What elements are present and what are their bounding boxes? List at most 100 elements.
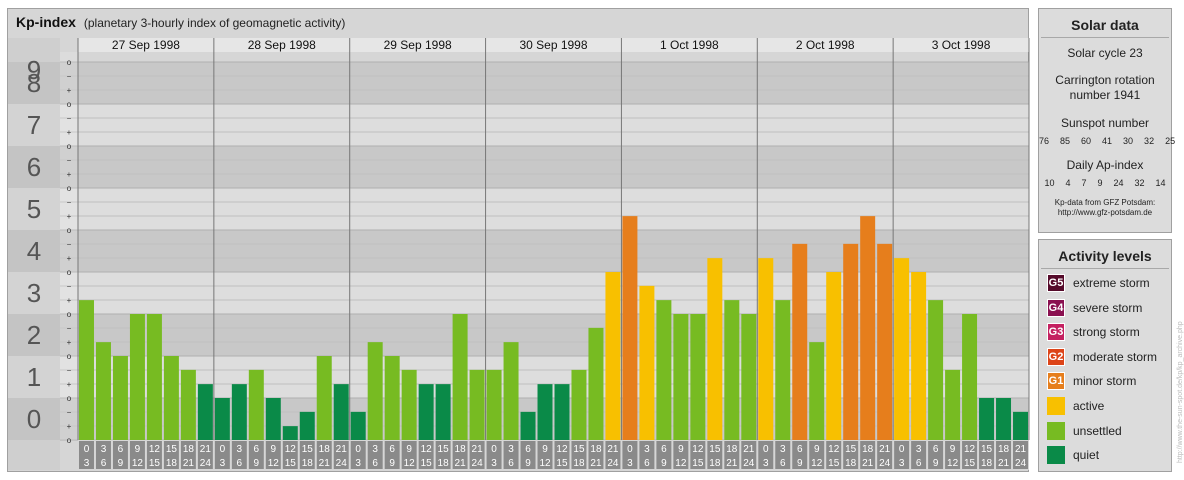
interval-start-label: 9: [271, 444, 277, 455]
interval-start-label: 12: [556, 444, 568, 455]
legend-item: G2 moderate storm: [1047, 347, 1157, 366]
y-tick-label: 6: [27, 152, 41, 182]
interval-end-label: 3: [627, 458, 633, 469]
interval-cell: [894, 441, 910, 469]
interval-end-label: 21: [726, 458, 738, 469]
kp-bar: [758, 258, 774, 440]
interval-cell: [724, 441, 740, 469]
legend-swatch: G4: [1047, 298, 1065, 317]
kp-bar: [452, 314, 468, 440]
kp-bar: [486, 369, 502, 440]
kp-bar: [656, 300, 672, 440]
interval-cell: [248, 441, 264, 469]
interval-start-label: 15: [709, 444, 721, 455]
y-tick-label: 5: [27, 194, 41, 224]
interval-end-label: 6: [101, 458, 107, 469]
legend-label: active: [1073, 399, 1105, 413]
legend-label: quiet: [1073, 448, 1100, 463]
interval-cell: [928, 441, 944, 469]
interval-cell: [503, 441, 519, 469]
interval-cell: [673, 441, 689, 469]
y-minor-label: +: [67, 128, 72, 137]
legend-item: G1 minor storm: [1047, 372, 1136, 391]
legend-label: strong storm: [1073, 325, 1140, 340]
interval-start-label: 6: [797, 444, 803, 455]
kp-bar: [690, 314, 706, 440]
interval-start-label: 21: [879, 444, 891, 455]
legend-label: unsettled: [1073, 423, 1122, 438]
interval-cell: [979, 441, 995, 469]
kp-bar: [537, 384, 553, 440]
y-minor-label: o: [67, 184, 72, 193]
interval-end-label: 21: [455, 458, 467, 469]
kp-bar: [282, 426, 298, 440]
interval-start-label: 15: [438, 444, 450, 455]
kp-bar: [197, 384, 213, 440]
interval-end-label: 9: [525, 458, 531, 469]
y-minor-label: o: [67, 436, 72, 445]
interval-cell: [741, 441, 757, 469]
interval-start-label: 18: [862, 444, 874, 455]
kp-bar: [401, 369, 417, 440]
ap-index-label: Daily Ap-index: [1066, 158, 1144, 172]
kp-bar: [605, 272, 621, 440]
interval-cell: [775, 441, 791, 469]
interval-end-label: 24: [607, 458, 619, 469]
kp-bar: [367, 342, 383, 440]
interval-start-label: 12: [149, 444, 161, 455]
interval-start-label: 18: [319, 444, 331, 455]
legend-label: severe storm: [1073, 300, 1143, 315]
interval-end-label: 21: [319, 458, 331, 469]
kp-bar: [180, 369, 196, 440]
interval-end-label: 24: [743, 458, 755, 469]
interval-cell: [962, 441, 978, 469]
legend-item: quiet: [1047, 446, 1100, 465]
kp-bar: [724, 300, 740, 440]
interval-cell: [622, 441, 638, 469]
interval-end-label: 3: [84, 458, 90, 469]
kp-bar: [979, 398, 995, 440]
interval-end-label: 12: [268, 458, 280, 469]
legend-item: G4 severe storm: [1047, 298, 1143, 317]
interval-end-label: 24: [200, 458, 212, 469]
kp-bar: [792, 243, 808, 440]
interval-start-label: 3: [372, 444, 378, 455]
y-minor-label: +: [67, 296, 72, 305]
interval-start-label: 6: [525, 444, 531, 455]
interval-cell: [571, 441, 587, 469]
interval-cell: [299, 441, 315, 469]
y-minor-label: −: [67, 72, 72, 81]
y-minor-label: o: [67, 58, 72, 67]
interval-cell: [197, 441, 213, 469]
interval-start-label: 9: [814, 444, 820, 455]
interval-start-label: 3: [780, 444, 786, 455]
interval-start-label: 21: [607, 444, 619, 455]
y-tick-label: 1: [27, 362, 41, 392]
kp-bar: [673, 314, 689, 440]
chart-title-main: Kp-index: [16, 14, 76, 30]
kp-bar: [860, 216, 876, 440]
y-tick-label: 7: [27, 110, 41, 140]
y-minor-label: o: [67, 310, 72, 319]
credit-link[interactable]: http://www.gfz-potsdam.de: [1057, 208, 1153, 217]
interval-cell: [1013, 441, 1028, 469]
interval-cell: [877, 441, 893, 469]
carrington-line-2: number 1941: [1069, 88, 1141, 102]
interval-start-label: 18: [590, 444, 602, 455]
interval-start-label: 0: [355, 444, 361, 455]
interval-end-label: 9: [661, 458, 667, 469]
interval-end-label: 15: [692, 458, 704, 469]
interval-cell: [945, 441, 961, 469]
watermark-text: http://www.the-sun-spot.de/kp/kp_archive…: [1177, 321, 1184, 463]
source-watermark: http://www.the-sun-spot.de/kp/kp_archive…: [1177, 321, 1184, 463]
interval-cell: [707, 441, 723, 469]
kp-bar: [1013, 411, 1028, 440]
interval-cell: [384, 441, 400, 469]
interval-cell: [265, 441, 281, 469]
y-minor-label: o: [67, 352, 72, 361]
day-label: 1 Oct 1998: [660, 38, 719, 52]
interval-cell: [367, 441, 383, 469]
interval-cell: [486, 441, 502, 469]
interval-end-label: 15: [285, 458, 297, 469]
